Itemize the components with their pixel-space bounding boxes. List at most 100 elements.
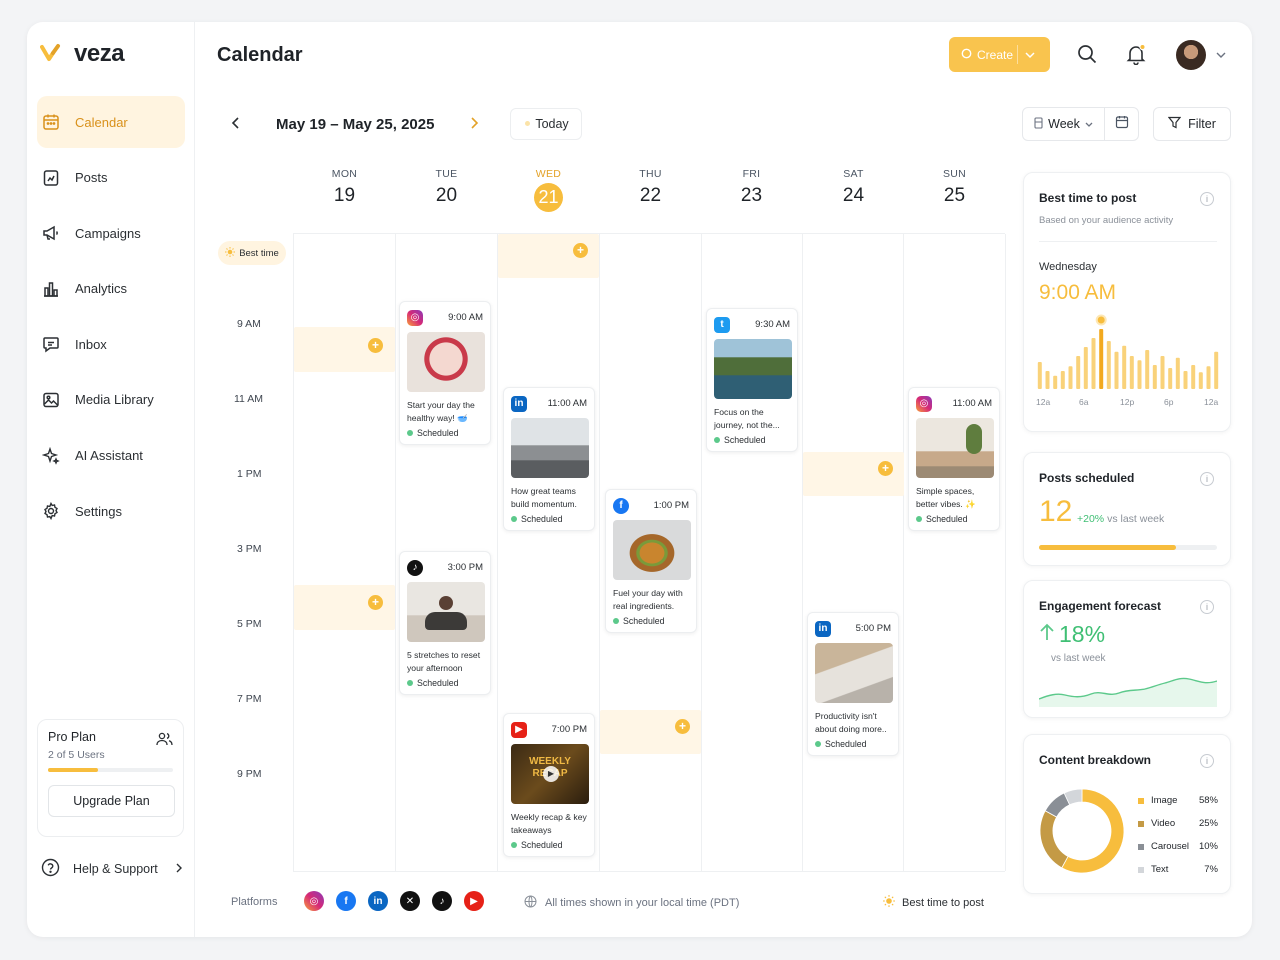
- calendar-grid: [293, 233, 1006, 872]
- post-thumbnail: [714, 339, 792, 399]
- activity-bar: [1206, 366, 1211, 389]
- activity-chart: [1037, 314, 1219, 389]
- chevron-down-icon[interactable]: [1025, 48, 1035, 62]
- tiktok-icon[interactable]: ♪: [432, 891, 452, 911]
- sidebar-item-posts[interactable]: Posts: [37, 152, 185, 204]
- plan-usage-bar: [48, 768, 173, 772]
- activity-bar: [1160, 356, 1165, 389]
- post-card[interactable]: ◎ 9:00 AM Start your day the healthy way!…: [399, 301, 491, 445]
- day-header-wed[interactable]: WED 21: [498, 168, 599, 212]
- time-label: 5 PM: [237, 618, 262, 630]
- sidebar-item-media-library[interactable]: Media Library: [37, 374, 185, 426]
- info-icon[interactable]: i: [1200, 472, 1214, 486]
- sidebar-item-analytics[interactable]: Analytics: [37, 263, 185, 315]
- search-icon[interactable]: [1075, 42, 1099, 66]
- logo[interactable]: veza: [40, 40, 125, 68]
- sidebar-item-ai-assistant[interactable]: AI Assistant: [37, 430, 185, 482]
- today-button[interactable]: Today: [510, 108, 582, 140]
- day-header-thu[interactable]: THU 22: [639, 168, 662, 206]
- add-post-icon[interactable]: +: [675, 719, 690, 734]
- card-subtitle: Based on your audience activity: [1039, 215, 1174, 226]
- add-post-icon[interactable]: +: [368, 338, 383, 353]
- day-header-sun[interactable]: SUN 25: [942, 168, 967, 206]
- engagement-card: Engagement forecast i 18% vs last week: [1023, 580, 1231, 718]
- filter-button[interactable]: Filter: [1153, 107, 1231, 141]
- best-time-chip: Best time: [218, 241, 286, 265]
- activity-bar: [1168, 368, 1173, 389]
- add-post-icon[interactable]: +: [878, 461, 893, 476]
- activity-bar: [1129, 356, 1134, 389]
- add-post-icon[interactable]: +: [368, 595, 383, 610]
- help-support-link[interactable]: Help & Support: [41, 858, 183, 880]
- day-header-tue[interactable]: TUE 20: [435, 168, 458, 206]
- post-card[interactable]: f 1:00 PM Fuel your day with real ingredi…: [605, 489, 697, 633]
- best-time-slot[interactable]: +: [294, 585, 395, 630]
- x-icon[interactable]: ✕: [400, 891, 420, 911]
- facebook-icon[interactable]: f: [336, 891, 356, 911]
- best-time-slot[interactable]: +: [294, 327, 395, 372]
- info-icon[interactable]: i: [1200, 754, 1214, 768]
- youtube-icon: ▶: [511, 721, 527, 738]
- activity-bar: [1191, 365, 1196, 389]
- instagram-icon[interactable]: ◎: [304, 891, 324, 911]
- post-card[interactable]: t 9:30 AM Focus on the journey, not the..…: [706, 308, 798, 452]
- activity-bar: [1152, 365, 1157, 389]
- upgrade-plan-button[interactable]: Upgrade Plan: [48, 785, 175, 817]
- post-card[interactable]: ◎ 11:00 AM Simple spaces, better vibes. ✨…: [908, 387, 1000, 531]
- sidebar-item-campaigns[interactable]: Campaigns: [37, 207, 185, 259]
- card-title: Engagement forecast: [1039, 599, 1162, 613]
- linkedin-icon: in: [815, 620, 831, 637]
- sidebar-item-label: Analytics: [75, 281, 128, 297]
- best-day: Wednesday: [1039, 261, 1097, 273]
- activity-bar: [1106, 341, 1111, 389]
- add-post-icon[interactable]: +: [573, 243, 588, 258]
- day-header-fri[interactable]: FRI 23: [740, 168, 763, 206]
- bar-chart-icon: [41, 279, 61, 299]
- activity-bar: [1183, 371, 1188, 389]
- day-header-mon[interactable]: MON 19: [331, 168, 358, 206]
- status-badge: Scheduled: [916, 514, 992, 524]
- sidebar-item-label: Calendar: [75, 114, 128, 130]
- best-time-slot[interactable]: +: [600, 710, 701, 754]
- activity-bar: [1137, 360, 1142, 389]
- previous-week-button[interactable]: [229, 114, 243, 137]
- filter-icon: [1167, 116, 1182, 132]
- post-card[interactable]: in 5:00 PM Productivity isn't about doing…: [807, 612, 899, 756]
- sidebar-item-inbox[interactable]: Inbox: [37, 318, 185, 370]
- youtube-icon[interactable]: ▶: [464, 891, 484, 911]
- view-select[interactable]: Week: [1022, 107, 1105, 141]
- post-card[interactable]: ▶7:00 PM WEEKLY RECAP ▶ Weekly recap & k…: [503, 713, 595, 857]
- best-time-card: Best time to post i Based on your audien…: [1023, 172, 1231, 432]
- create-button[interactable]: Create: [949, 37, 1050, 72]
- users-icon[interactable]: [156, 732, 173, 751]
- post-card[interactable]: in 11:00 AM How great teams build momentu…: [503, 387, 595, 531]
- breakdown-legend: Image 58% Video 25% Carousel 10% Text 7%: [1138, 789, 1218, 881]
- status-badge: Scheduled: [714, 435, 790, 445]
- next-week-button[interactable]: [467, 114, 481, 137]
- day-header-sat[interactable]: SAT 24: [842, 168, 865, 206]
- calendar-picker-button[interactable]: [1104, 107, 1139, 141]
- post-thumbnail: [613, 520, 691, 580]
- activity-bar: [1122, 345, 1127, 389]
- info-icon[interactable]: i: [1200, 192, 1214, 206]
- best-time-slot[interactable]: +: [498, 234, 599, 278]
- donut-slice-image: [1061, 788, 1125, 874]
- avatar[interactable]: [1176, 40, 1206, 70]
- info-icon[interactable]: i: [1200, 600, 1214, 614]
- chevron-down-icon[interactable]: [1209, 43, 1233, 67]
- post-thumbnail: WEEKLY RECAP ▶: [511, 744, 589, 804]
- best-time-value: 9:00 AM: [1039, 281, 1117, 304]
- activity-bar: [1045, 371, 1050, 389]
- post-thumbnail: [407, 582, 485, 642]
- sidebar-item-settings[interactable]: Settings: [37, 485, 185, 537]
- card-title: Posts scheduled: [1039, 471, 1135, 485]
- activity-axis: 12a 6a 12p 6p 12a: [1036, 397, 1219, 407]
- best-time-slot[interactable]: +: [803, 452, 904, 496]
- view-icon: [1034, 116, 1043, 132]
- linkedin-icon[interactable]: in: [368, 891, 388, 911]
- activity-bar: [1053, 375, 1058, 389]
- bell-icon[interactable]: [1124, 42, 1148, 66]
- sidebar-item-calendar[interactable]: Calendar: [37, 96, 185, 148]
- play-icon[interactable]: ▶: [543, 766, 559, 782]
- post-card[interactable]: ♪ 3:00 PM 5 stretches to reset your after…: [399, 551, 491, 695]
